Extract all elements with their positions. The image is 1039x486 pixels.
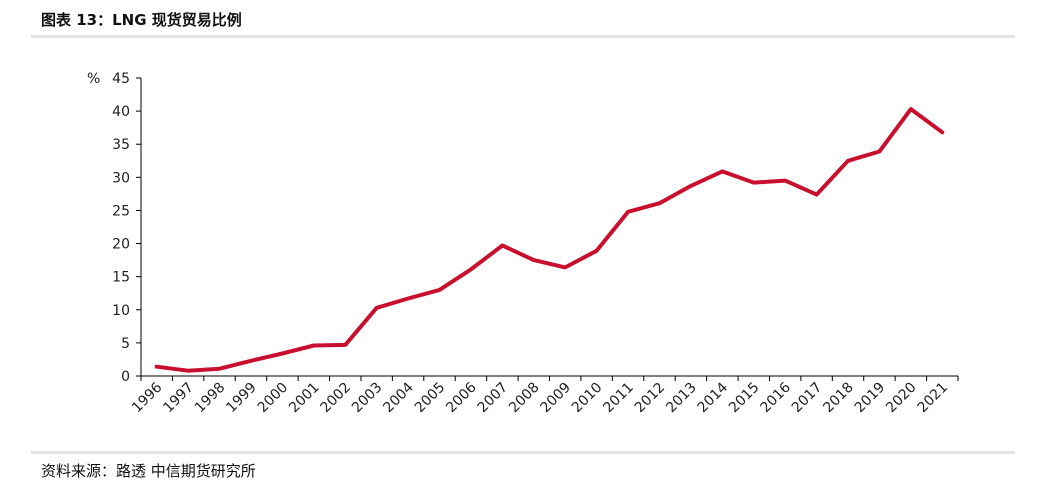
x-tick-label: 1999 xyxy=(223,380,260,417)
y-tick-label: 15 xyxy=(112,270,130,286)
x-tick-label: 2000 xyxy=(255,380,292,417)
x-tick-label: 2012 xyxy=(632,380,669,417)
y-tick-label: 35 xyxy=(112,137,130,153)
y-axis-unit: % xyxy=(87,71,100,87)
x-tick-label: 1997 xyxy=(160,380,197,417)
top-divider xyxy=(31,35,1015,38)
x-tick-label: 2014 xyxy=(695,379,732,416)
x-tick-label: 2010 xyxy=(569,380,606,417)
x-tick-label: 2019 xyxy=(852,380,889,417)
x-tick-label: 2021 xyxy=(915,380,952,417)
x-tick-label: 2015 xyxy=(726,380,763,417)
x-tick-label: 1996 xyxy=(129,379,166,416)
y-tick-label: 40 xyxy=(112,104,130,120)
x-tick-label: 2003 xyxy=(349,380,386,417)
bottom-divider xyxy=(31,451,1015,454)
y-tick-label: 5 xyxy=(121,336,130,352)
x-tick-label: 2013 xyxy=(663,380,700,417)
y-tick-label: 10 xyxy=(112,303,130,319)
x-tick-label: 2009 xyxy=(538,380,575,417)
y-tick-label: 45 xyxy=(112,71,130,87)
x-tick-label: 2018 xyxy=(820,380,857,417)
figure-title: 图表 13：LNG 现货贸易比例 xyxy=(41,11,242,29)
x-tick-label: 2007 xyxy=(475,380,512,417)
x-tick-label: 1998 xyxy=(192,380,229,417)
x-tick-label: 2001 xyxy=(286,380,323,417)
x-tick-label: 2006 xyxy=(443,379,480,416)
x-tick-label: 2016 xyxy=(757,379,794,416)
x-tick-label: 2017 xyxy=(789,380,826,417)
source-note: 资料来源：路透 中信期货研究所 xyxy=(41,462,256,480)
series-line xyxy=(154,107,945,373)
x-tick-label: 2011 xyxy=(600,380,637,417)
x-tick-label: 2020 xyxy=(883,380,920,417)
y-tick-label: 25 xyxy=(112,203,130,219)
y-tick-label: 0 xyxy=(121,369,130,385)
x-tick-label: 2004 xyxy=(380,379,417,416)
y-tick-label: 20 xyxy=(112,237,130,253)
x-tick-label: 2005 xyxy=(412,380,449,417)
y-tick-label: 30 xyxy=(112,170,130,186)
x-tick-label: 2002 xyxy=(318,380,355,417)
x-tick-label: 2008 xyxy=(506,380,543,417)
